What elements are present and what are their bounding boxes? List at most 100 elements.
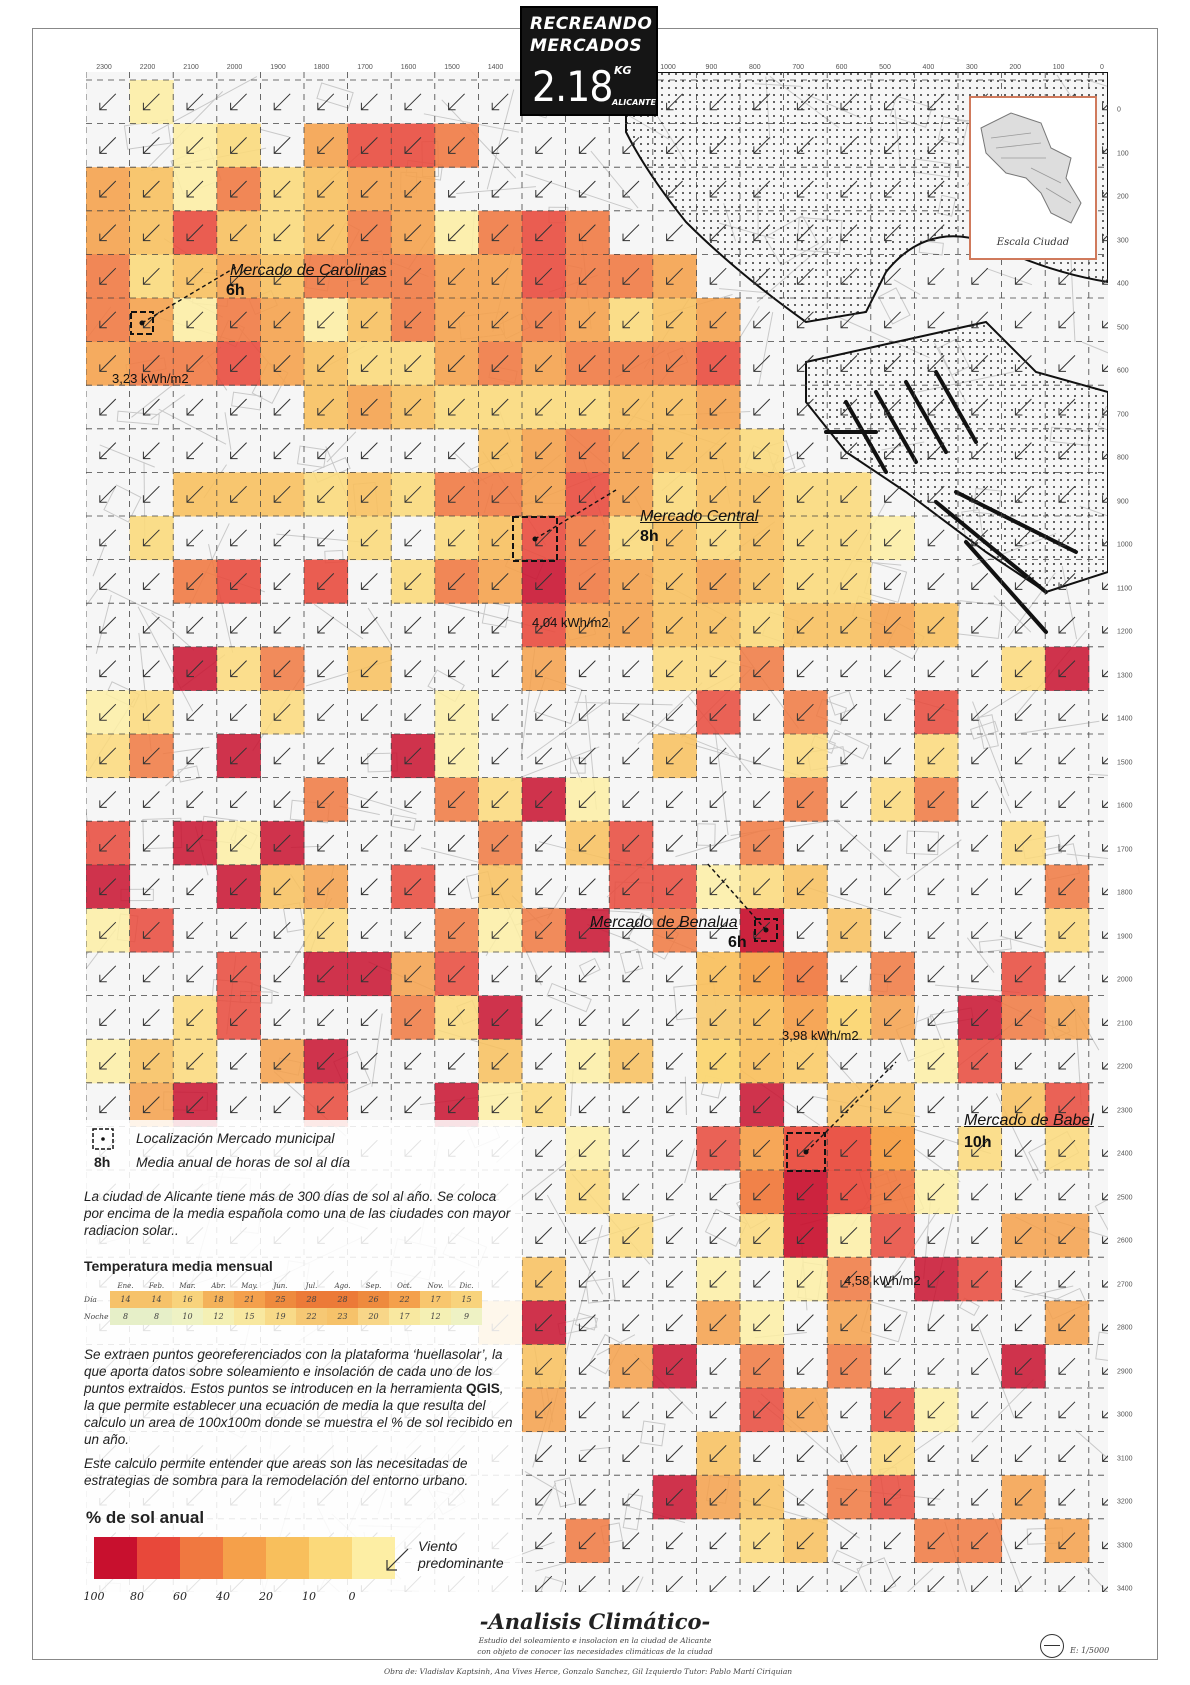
wind-arrow-icon	[491, 529, 509, 547]
wind-arrow-icon	[535, 921, 553, 939]
wind-arrow-icon	[753, 1357, 771, 1375]
wind-arrow-icon	[1014, 1270, 1032, 1288]
wind-arrow-icon	[142, 834, 160, 852]
wind-arrow-icon	[491, 1052, 509, 1070]
wind-arrow-icon	[753, 747, 771, 765]
wind-arrow-icon	[1014, 660, 1032, 678]
wind-arrow-icon	[709, 180, 727, 198]
wind-arrow-icon	[622, 1052, 640, 1070]
wind-arrow-icon	[1102, 1454, 1108, 1462]
right-axis-tick: 2000	[1117, 976, 1133, 984]
city-outline	[980, 112, 1082, 224]
wind-arrow-icon	[884, 1183, 901, 1201]
wind-arrow-icon	[142, 93, 160, 111]
wind-arrow-icon	[709, 1096, 727, 1114]
right-axis-tick: 2600	[1117, 1237, 1133, 1245]
wind-arrow-icon	[273, 355, 291, 372]
wind-arrow-icon	[884, 660, 901, 678]
wind-arrow-icon	[709, 1575, 727, 1592]
wind-arrow-icon	[796, 1401, 814, 1419]
wind-arrow-icon	[753, 1183, 771, 1201]
wind-arrow-icon	[840, 311, 858, 329]
wind-arrow-icon	[971, 791, 989, 808]
wind-arrow-icon	[535, 834, 553, 852]
wind-arrow-icon	[884, 921, 901, 939]
night-temp-cell: 20	[358, 1308, 389, 1325]
wind-arrow-icon	[186, 1009, 204, 1026]
sun-scale-label: 10	[302, 1590, 316, 1603]
wind-arrow-icon	[578, 1357, 596, 1375]
right-axis-tick: 500	[1117, 324, 1129, 331]
wind-arrow-icon	[666, 573, 683, 590]
title-block: RECREANDO MERCADOS 2.18 KG ALICANTE	[520, 6, 658, 116]
right-axis-tick: 2100	[1117, 1020, 1133, 1027]
sun-scale-label: 40	[216, 1590, 230, 1603]
wind-arrow-icon	[1102, 190, 1108, 198]
wind-arrow-icon	[1102, 1541, 1108, 1550]
right-axis-tick: 300	[1117, 237, 1129, 244]
wind-arrow-icon	[884, 311, 901, 329]
wind-arrow-icon	[404, 878, 422, 896]
wind-arrow-icon	[1102, 756, 1108, 765]
wind-arrow-icon	[666, 1357, 683, 1375]
wind-arrow-icon	[448, 224, 465, 242]
wind-arrow-icon	[1058, 1009, 1076, 1026]
wind-arrow-icon	[404, 660, 422, 678]
wind-arrow-icon	[622, 224, 640, 242]
wind-arrow-icon	[709, 616, 727, 634]
sun-scale-swatch	[309, 1537, 352, 1579]
wind-arrow-icon	[1102, 538, 1108, 547]
wind-arrow-icon	[971, 442, 989, 460]
wind-arrow-icon	[491, 442, 509, 460]
wind-arrow-icon	[796, 747, 814, 765]
wind-arrow-icon	[1014, 398, 1032, 416]
title-number: 2.18	[532, 62, 613, 111]
wind-arrow-icon	[142, 616, 160, 634]
market-marker	[130, 311, 154, 335]
wind-arrow-icon	[884, 137, 901, 154]
wind-arrow-icon	[927, 1532, 945, 1550]
wind-arrow-icon	[796, 921, 814, 939]
wind-arrow-icon	[666, 355, 683, 372]
wind-arrow-icon	[448, 137, 465, 154]
wind-arrow-icon	[99, 878, 117, 896]
wind-arrow-icon	[491, 703, 509, 721]
wind-arrow-icon	[927, 1139, 945, 1157]
wind-arrow-icon	[927, 1357, 945, 1375]
right-axis-tick: 100	[1117, 150, 1129, 157]
wind-arrow-icon	[1102, 320, 1108, 329]
wind-arrow-icon	[666, 1488, 683, 1506]
wind-arrow-icon	[666, 1096, 683, 1114]
wind-arrow-icon	[448, 703, 465, 721]
wind-arrow-icon	[709, 791, 727, 808]
wind-arrow-icon	[491, 660, 509, 678]
wind-arrow-icon	[578, 1532, 596, 1550]
wind-arrow-icon	[578, 791, 596, 808]
wind-arrow-icon	[1102, 931, 1108, 939]
wind-arrow-icon	[971, 1575, 989, 1592]
wind-arrow-icon	[273, 747, 291, 765]
wind-arrow-icon	[448, 834, 465, 852]
wind-arrow-icon	[666, 1270, 683, 1288]
wind-arrow-icon	[796, 529, 814, 547]
right-axis-tick: 1700	[1117, 846, 1133, 853]
wind-arrow-icon	[753, 180, 771, 198]
wind-arrow-icon	[404, 398, 422, 416]
wind-arrow-icon	[884, 355, 901, 372]
wind-arrow-icon	[578, 224, 596, 242]
wind-arrow-icon	[709, 93, 727, 111]
wind-arrow-icon	[796, 1096, 814, 1114]
legend-hours-key: 8h	[94, 1154, 111, 1170]
wind-arrow-icon	[753, 311, 771, 329]
wind-arrow-icon	[360, 660, 378, 678]
wind-arrow-icon	[709, 311, 727, 329]
wind-arrow-icon	[360, 965, 378, 983]
wind-arrow-icon	[317, 616, 335, 634]
wind-arrow-icon	[186, 398, 204, 416]
wind-arrow-icon	[360, 834, 378, 852]
wind-arrow-icon	[317, 921, 335, 939]
wind-arrow-icon	[971, 1401, 989, 1419]
wind-arrow-icon	[360, 791, 378, 808]
wind-arrow-icon	[317, 267, 335, 285]
market-hours-babel: 10h	[964, 1134, 992, 1151]
